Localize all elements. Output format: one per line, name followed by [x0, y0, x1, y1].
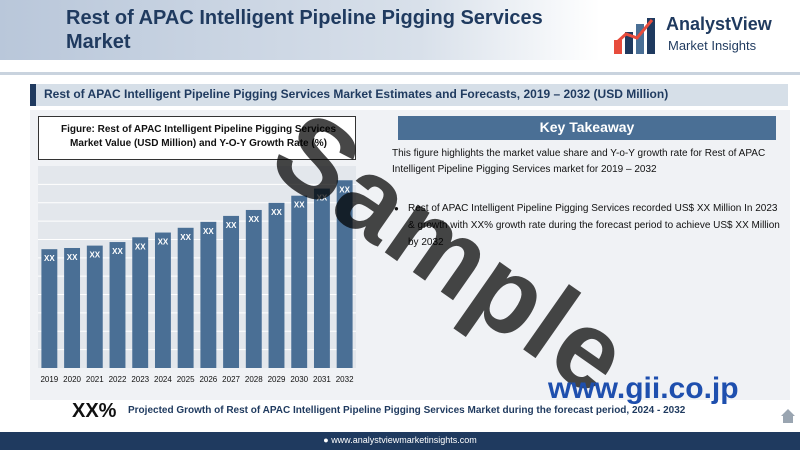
market-bar-chart: XX 2019 XX 2020 XX 2021 XX 2022 XX 2023 XX 2024 XX 20… — [38, 166, 356, 384]
figure-title: Figure: Rest of APAC Intelligent Pipelin… — [60, 124, 337, 149]
chart-bar-2024 — [154, 232, 171, 368]
title-band — [0, 0, 600, 60]
chart-bar-2032 — [336, 180, 353, 368]
chart-bar-2023 — [132, 237, 149, 368]
chart-tick-label-2023: 2023 — [131, 375, 149, 384]
chart-tick-label-2020: 2020 — [63, 375, 81, 384]
chart-tick-label-2027: 2027 — [222, 375, 240, 384]
section-subtitle: Rest of APAC Intelligent Pipeline Piggin… — [44, 87, 669, 101]
growth-description: Projected Growth of Rest of APAC Intelli… — [128, 405, 686, 416]
footer: ● www.analystviewmarketinsights.com — [0, 432, 800, 450]
chart-tick-label-2021: 2021 — [86, 375, 104, 384]
key-takeaway-title: Key Takeaway — [539, 119, 635, 135]
chart-data-label-2024: XX — [158, 238, 169, 247]
chart-data-label-2023: XX — [135, 242, 146, 251]
chart-bar-2019 — [41, 249, 58, 368]
chart-data-label-2028: XX — [248, 215, 259, 224]
chart-tick-label-2031: 2031 — [313, 375, 331, 384]
chart-data-label-2026: XX — [203, 227, 214, 236]
chart-bar-2031 — [313, 188, 330, 368]
chart-tick-label-2026: 2026 — [199, 375, 217, 384]
footer-url[interactable]: ● www.analystviewmarketinsights.com — [323, 435, 477, 445]
chart-tick-label-2024: 2024 — [154, 375, 172, 384]
chart-tick-label-2019: 2019 — [40, 375, 58, 384]
chart-bar-2025 — [177, 227, 194, 368]
chart-data-label-2020: XX — [67, 253, 78, 262]
chart-data-label-2029: XX — [271, 208, 282, 217]
figure-title-box: Figure: Rest of APAC Intelligent Pipelin… — [38, 116, 356, 160]
chart-data-label-2019: XX — [44, 254, 55, 263]
footer-url-text[interactable]: www.analystviewmarketinsights.com — [331, 435, 477, 445]
logo-name: AnalystView — [666, 14, 772, 34]
chart-data-label-2022: XX — [112, 247, 123, 256]
key-takeaway-intro: This figure highlights the market value … — [392, 148, 766, 175]
chart-data-label-2031: XX — [317, 194, 328, 203]
chart-data-label-2030: XX — [294, 201, 305, 210]
key-takeaway-bullet: Rest of APAC Intelligent Pipeline Piggin… — [392, 200, 782, 251]
projected-growth-row: XX% Projected Growth of Rest of APAC Int… — [72, 400, 792, 422]
chart-bar-2029 — [268, 202, 285, 368]
chart-bar-2021 — [86, 245, 103, 368]
chart-tick-label-2028: 2028 — [245, 375, 263, 384]
chart-bar-2022 — [109, 242, 126, 368]
chart-tick-label-2029: 2029 — [268, 375, 286, 384]
chart-bar-2026 — [200, 221, 217, 368]
key-takeaway-header: Key Takeaway — [398, 116, 776, 140]
chart-data-label-2025: XX — [180, 233, 191, 242]
subtitle-bar: Rest of APAC Intelligent Pipeline Piggin… — [30, 84, 788, 106]
bar-chart-logo-icon — [613, 18, 655, 54]
chart-data-label-2032: XX — [339, 185, 350, 194]
chart-data-label-2021: XX — [89, 251, 100, 260]
chart-tick-label-2025: 2025 — [177, 375, 195, 384]
chart-bar-2028 — [245, 209, 262, 368]
header: Rest of APAC Intelligent Pipeline Piggin… — [0, 0, 800, 75]
chart-tick-label-2032: 2032 — [336, 375, 354, 384]
analystview-logo: AnalystView Market Insights — [612, 12, 792, 62]
page-title: Rest of APAC Intelligent Pipeline Piggin… — [66, 7, 543, 53]
header-divider — [0, 72, 800, 75]
chart-bar-2027 — [223, 215, 240, 368]
chart-tick-label-2022: 2022 — [109, 375, 127, 384]
chart-tick-label-2030: 2030 — [290, 375, 308, 384]
chart-background — [38, 166, 356, 368]
chart-bar-2030 — [291, 195, 308, 368]
logo-tagline: Market Insights — [668, 38, 757, 53]
chart-data-label-2027: XX — [226, 221, 237, 230]
home-icon[interactable] — [780, 408, 796, 424]
chart-bar-2020 — [64, 247, 81, 368]
growth-value: XX% — [72, 400, 117, 422]
